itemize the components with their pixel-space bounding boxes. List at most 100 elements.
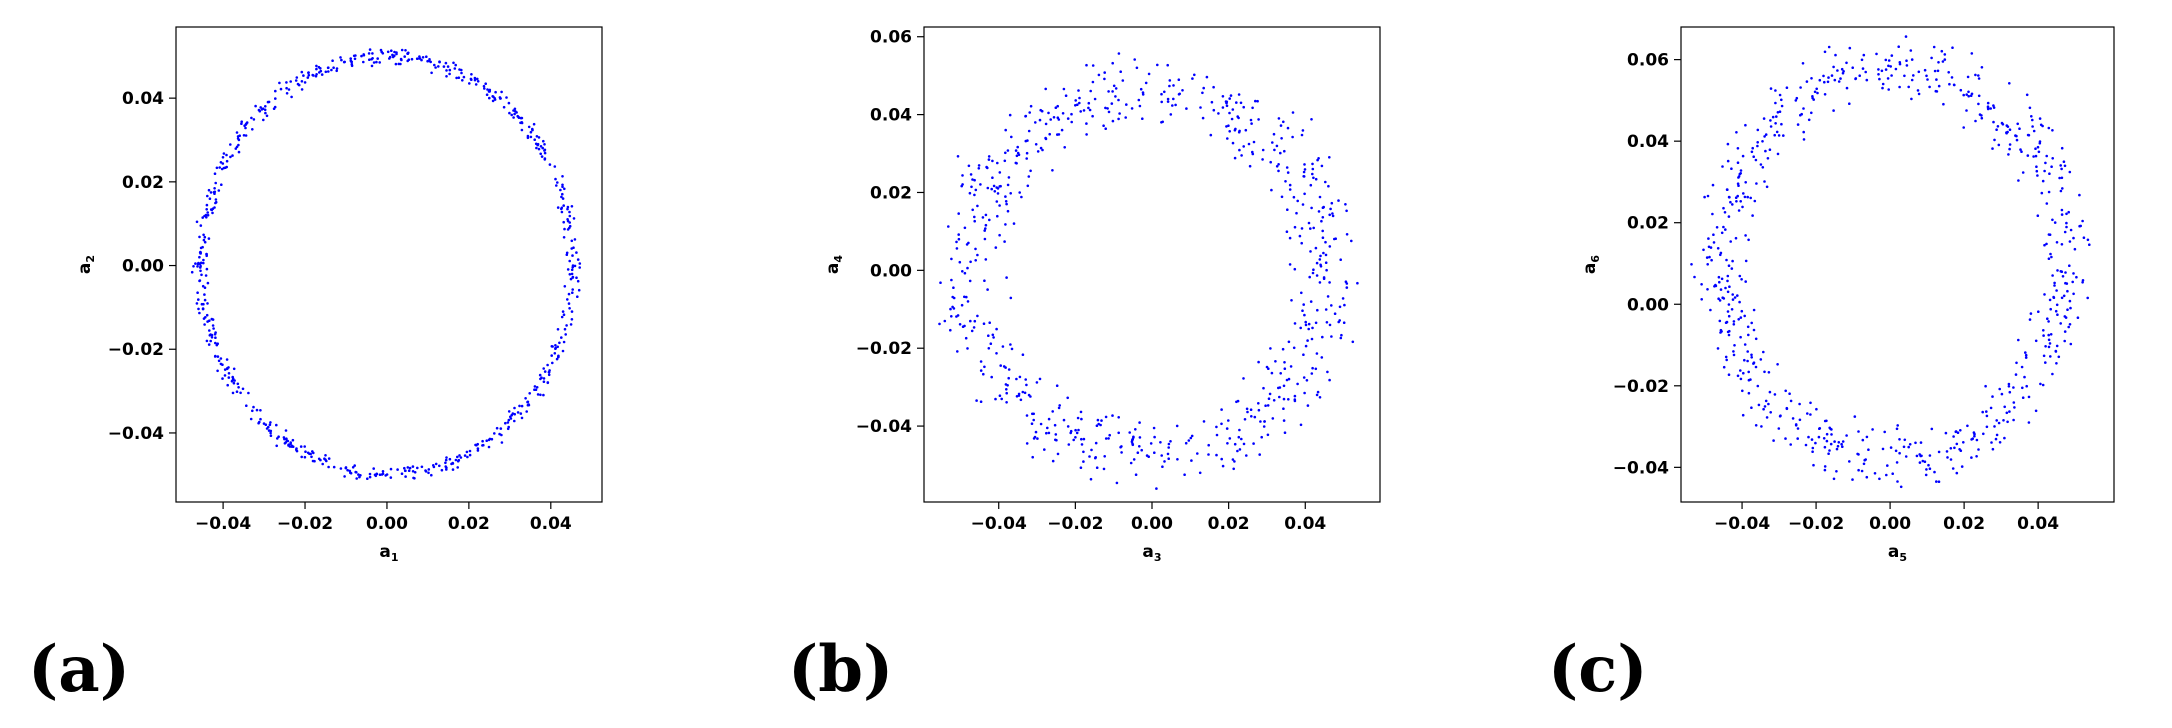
scatter-point [456,466,460,469]
scatter-point [1136,451,1140,455]
scatter-point [259,106,263,109]
scatter-point [1160,454,1163,457]
scatter-point [1078,101,1081,105]
scatter-point [1009,343,1012,346]
scatter-point [199,269,202,273]
scatter-point [1005,401,1008,404]
scatter-point [1827,452,1830,456]
scatter-point [1243,418,1247,421]
scatter-point [553,352,557,355]
scatter-point [1928,467,1932,471]
scatter-point [1088,455,1091,458]
scatter-point [504,421,507,425]
scatter-point [1977,77,1981,80]
scatter-point [1716,347,1720,350]
scatter-point [1730,308,1734,311]
scatter-point [1837,80,1841,83]
scatter-point [204,316,207,319]
scatter-point [1270,371,1274,375]
scatter-point [1018,375,1022,379]
scatter-point [1295,211,1298,215]
scatter-point [1736,182,1740,185]
scatter-point [1877,73,1880,76]
scatter-point [2063,164,2067,168]
scatter-point [568,259,571,263]
scatter-point [561,349,565,353]
scatter-point [557,354,560,358]
scatter-point [236,137,240,140]
scatter-point [1282,407,1285,411]
scatter-plot-c: −0.04 −0.02 0.00 0.02 0.04−0.04−0.020.000.02… [1580,26,2115,564]
scatter-point [563,285,567,288]
scatter-point [1317,210,1321,213]
scatter-point [1935,480,1938,483]
scatter-point [232,381,236,385]
scatter-point [1307,221,1311,225]
scatter-point [488,88,492,92]
scatter-point [2057,355,2061,359]
scatter-point [1800,112,1803,116]
scatter-point [1341,297,1345,300]
scatter-point [1273,148,1276,152]
scatter-point [1311,271,1315,275]
scatter-point [2041,383,2045,387]
scatter-point [1881,82,1885,86]
scatter-point [1229,94,1233,97]
scatter-point [1777,427,1781,430]
scatter-point [541,146,544,150]
scatter-point [1233,460,1236,463]
scatter-point [1267,397,1271,401]
scatter-point [1708,255,1711,259]
scatter-point [565,253,569,256]
scatter-point [500,441,504,444]
scatter-point [381,52,385,55]
scatter-point [206,194,209,198]
scatter-point [1030,422,1034,426]
scatter-point [1762,407,1765,411]
scatter-point [568,221,571,224]
scatter-point [1944,431,1948,435]
scatter-point [223,368,227,371]
scatter-point [2040,191,2044,195]
scatter-point [1168,84,1171,88]
scatter-point [1712,241,1716,244]
scatter-point [1004,383,1008,386]
scatter-point [1287,377,1291,381]
scatter-point [1286,208,1289,211]
scatter-point [1205,75,1209,79]
scatter-point [1949,458,1953,461]
scatter-point [2060,167,2063,171]
scatter-point [1006,183,1010,187]
scatter-point [286,439,290,443]
scatter-point [300,70,304,74]
scatter-point [285,81,288,84]
scatter-point [1993,425,1996,428]
scatter-point [1914,441,1917,445]
scatter-point [1997,421,2001,425]
scatter-point [2078,193,2081,197]
scatter-point [1954,430,1958,433]
scatter-point [1242,145,1245,148]
scatter-point [1885,473,1888,477]
scatter-point [1331,212,1334,215]
scatter-point [2041,179,2045,183]
scatter-point [569,323,573,326]
scatter-point [1795,96,1799,100]
scatter-point [1995,433,1999,437]
scatter-point [476,80,480,83]
scatter-point [1215,425,1218,429]
scatter-point [970,185,973,189]
scatter-point [307,71,310,74]
scatter-point [1085,133,1088,136]
scatter-point [2063,230,2067,234]
scatter-point [485,93,489,96]
scatter-point [353,464,357,467]
scatter-point [1825,432,1829,436]
scatter-point [1867,448,1870,452]
scatter-point [339,467,343,470]
scatter-point [1712,233,1715,236]
x-tick-label: 0.04 [530,514,572,534]
scatter-point [1001,345,1005,348]
scatter-point [378,61,382,64]
scatter-point [1062,87,1066,91]
